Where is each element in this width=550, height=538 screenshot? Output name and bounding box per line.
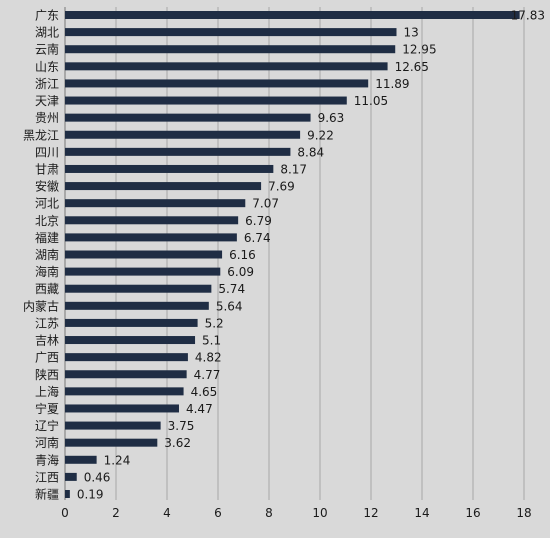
x-tick-label: 4 <box>163 506 171 520</box>
bar <box>65 250 223 259</box>
data-label: 6.09 <box>227 265 254 279</box>
data-label: 3.62 <box>164 436 191 450</box>
bar <box>65 353 188 362</box>
category-label: 贵州 <box>35 111 59 125</box>
x-tick-label: 0 <box>61 506 69 520</box>
data-label: 8.84 <box>297 145 324 159</box>
data-label: 12.65 <box>395 60 429 74</box>
data-label: 4.82 <box>195 351 222 365</box>
data-label: 9.63 <box>318 111 345 125</box>
bar <box>65 147 291 156</box>
category-label: 四川 <box>35 145 59 159</box>
bar <box>65 216 239 225</box>
data-label: 5.64 <box>216 299 243 313</box>
bar <box>65 164 274 173</box>
data-label: 11.05 <box>354 94 388 108</box>
x-tick-label: 12 <box>363 506 378 520</box>
category-label: 安徽 <box>35 179 59 194</box>
bar <box>65 421 161 430</box>
x-tick-label: 6 <box>214 506 222 520</box>
data-label: 0.19 <box>77 488 104 502</box>
data-label: 5.74 <box>218 282 245 296</box>
category-label: 湖南 <box>35 247 59 262</box>
bar <box>65 387 184 396</box>
category-label: 陕西 <box>35 367 59 382</box>
data-label: 13 <box>404 26 419 40</box>
bar <box>65 233 237 242</box>
bar <box>65 472 77 481</box>
x-tick-label: 18 <box>516 506 531 520</box>
category-label: 宁夏 <box>35 401 59 416</box>
data-label: 1.24 <box>104 453 131 467</box>
category-label: 甘肃 <box>35 162 59 176</box>
category-label: 浙江 <box>35 77 59 91</box>
data-label: 12.95 <box>402 43 436 57</box>
bar <box>65 96 347 105</box>
data-label: 3.75 <box>168 419 195 433</box>
data-label: 4.77 <box>194 368 221 382</box>
bar <box>65 130 301 139</box>
category-label: 天津 <box>35 94 59 108</box>
data-label: 6.16 <box>229 248 256 262</box>
category-label: 河南 <box>35 435 59 450</box>
data-label: 6.74 <box>244 231 271 245</box>
category-label: 广东 <box>35 9 59 23</box>
data-label: 11.89 <box>375 77 409 91</box>
bar <box>65 267 221 276</box>
category-label: 江苏 <box>35 316 59 330</box>
bar <box>65 79 369 88</box>
category-label: 江西 <box>35 470 59 484</box>
bar <box>65 455 97 464</box>
category-label: 河北 <box>35 197 59 211</box>
bar <box>65 404 179 413</box>
category-label: 海南 <box>35 264 59 279</box>
bar <box>65 284 212 293</box>
data-label: 5.1 <box>202 334 221 348</box>
bar <box>65 113 311 122</box>
x-tick-label: 8 <box>265 506 273 520</box>
bar <box>65 336 196 345</box>
bar <box>65 11 520 19</box>
category-label: 辽宁 <box>35 418 59 433</box>
category-label: 湖北 <box>35 25 59 40</box>
bar <box>65 45 396 54</box>
bar <box>65 28 397 37</box>
data-label: 4.47 <box>186 402 213 416</box>
bar <box>65 62 388 71</box>
data-label: 5.2 <box>205 316 224 330</box>
category-label: 云南 <box>35 42 59 57</box>
category-label: 山东 <box>35 60 59 74</box>
bar <box>65 199 246 208</box>
category-label: 西藏 <box>35 282 59 296</box>
category-label: 新疆 <box>35 487 59 502</box>
data-label: 7.07 <box>252 197 279 211</box>
bar <box>65 438 158 447</box>
bar <box>65 370 187 379</box>
data-label: 6.79 <box>245 214 272 228</box>
category-label: 上海 <box>35 384 59 399</box>
data-label: 7.69 <box>268 180 295 194</box>
category-label: 青海 <box>35 452 59 467</box>
category-label: 北京 <box>35 214 59 228</box>
x-tick-label: 2 <box>112 506 120 520</box>
category-label: 广西 <box>35 351 59 365</box>
bar <box>65 182 262 191</box>
bar <box>65 490 70 498</box>
data-label: 4.65 <box>191 385 218 399</box>
x-tick-label: 16 <box>465 506 480 520</box>
data-label: 0.46 <box>84 470 111 484</box>
data-label: 8.17 <box>280 162 307 176</box>
data-label: 9.22 <box>307 128 334 142</box>
x-tick-label: 14 <box>414 506 429 520</box>
category-label: 吉林 <box>35 334 59 348</box>
bar <box>65 301 209 310</box>
category-label: 福建 <box>35 230 59 245</box>
data-label: 17.83 <box>511 9 545 23</box>
bar <box>65 318 198 327</box>
x-tick-label: 10 <box>312 506 327 520</box>
category-label: 内蒙古 <box>23 298 59 313</box>
category-label: 黑龙江 <box>23 128 59 142</box>
